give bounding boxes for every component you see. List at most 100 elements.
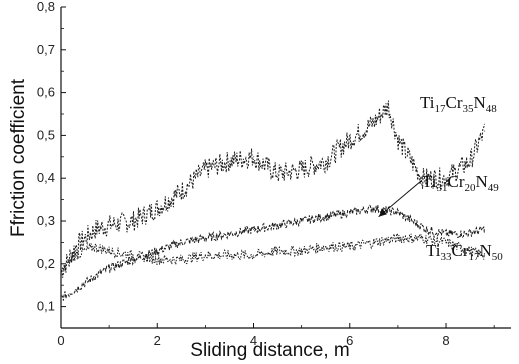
series-1-point <box>252 228 255 231</box>
y-tick-label: 0,3 <box>37 213 55 228</box>
series-0-point <box>74 246 77 248</box>
label-element: Cr <box>448 172 465 191</box>
series-1-point <box>301 220 303 222</box>
label-subscript: 31 <box>437 182 448 194</box>
series-line-1 <box>60 204 485 301</box>
label-subscript: 20 <box>465 182 477 194</box>
series-2-point <box>445 241 447 243</box>
label-subscript: 17 <box>469 251 481 263</box>
series-2-point <box>483 254 486 256</box>
label-element: Cr <box>452 241 469 260</box>
series-0-point <box>387 104 389 107</box>
label-subscript: 17 <box>435 103 447 115</box>
series-2 <box>60 232 486 273</box>
x-tick-label: 8 <box>442 333 449 348</box>
arrow-shaft <box>378 180 422 218</box>
series-1 <box>60 204 486 301</box>
series-0-point <box>204 169 206 171</box>
series-0-point <box>445 177 447 179</box>
series-1-point <box>483 228 486 231</box>
series-0-point <box>252 156 255 158</box>
series-1-point <box>204 237 206 239</box>
label-subscript: 35 <box>463 103 475 115</box>
series-0-point <box>483 130 486 132</box>
series-2-point <box>325 246 327 248</box>
series-1-point <box>228 233 231 235</box>
series-0-point <box>301 169 303 171</box>
series-2-point <box>204 254 206 256</box>
series-1-point <box>180 241 182 243</box>
series-1-point <box>276 224 279 226</box>
series-0-point <box>228 160 231 162</box>
x-tick-label: 6 <box>346 333 353 348</box>
series-0-point <box>349 139 351 141</box>
series-line-0 <box>60 100 485 278</box>
series-label-2: Ti33Cr17N50 <box>426 241 503 263</box>
series-label-1: Ti31Cr20N49 <box>422 172 499 194</box>
series-0-point <box>421 177 423 179</box>
label-element: Ti <box>422 172 437 191</box>
series-0-point <box>132 220 134 222</box>
series-2-point <box>421 237 423 239</box>
series-1-point <box>411 220 413 222</box>
series-2-point <box>108 250 110 252</box>
series-0-point <box>469 160 471 162</box>
y-tick-label: 0,5 <box>37 127 55 142</box>
series-1-point <box>397 211 399 214</box>
axes: 0,1 0,2 0,3 0,4 0,5 0,6 0,7 0,8 0 2 4 6 8 <box>37 0 511 348</box>
series-0 <box>60 100 486 278</box>
series-1-point <box>445 233 447 235</box>
series-2-point <box>301 250 303 252</box>
series-2-point <box>94 246 96 248</box>
y-tick-label: 0,6 <box>37 85 55 100</box>
series-2-point <box>60 271 62 273</box>
x-tick-label: 4 <box>250 333 257 348</box>
y-axis-label-group: Ffriction coefficient <box>8 78 29 237</box>
x-tick-label: 0 <box>57 333 64 348</box>
series-2-point <box>349 246 351 248</box>
label-element: N <box>474 93 486 112</box>
y-tick-label: 0,2 <box>37 256 55 271</box>
series-0-point <box>276 173 279 175</box>
series-2-point <box>180 258 182 261</box>
series-2-point <box>373 241 375 243</box>
series-0-point <box>180 190 182 192</box>
series-1-point <box>108 267 110 269</box>
y-tick-label: 0,4 <box>37 170 55 185</box>
x-axis-label: Sliding distance, m <box>190 340 349 361</box>
series-layer <box>60 100 486 301</box>
series-1-point <box>60 297 62 299</box>
series-0-point <box>373 121 375 124</box>
series-2-point <box>252 254 255 256</box>
arrow-head <box>378 208 388 217</box>
label-element: Ti <box>426 241 441 260</box>
label-element: N <box>480 241 492 260</box>
series-0-point <box>94 228 96 231</box>
label-subscript: 49 <box>488 182 500 194</box>
series-1-point <box>325 216 327 218</box>
series-0-point <box>397 139 399 141</box>
label-element: N <box>476 172 488 191</box>
series-1-point <box>464 233 466 235</box>
series-2-point <box>132 254 134 256</box>
label-element: Ti <box>420 93 435 112</box>
y-axis-label: Ffriction coefficient <box>8 78 29 237</box>
series-line-2 <box>60 232 485 273</box>
series-2-point <box>156 258 158 261</box>
series-2-point <box>469 250 471 252</box>
label-subscript: 48 <box>486 103 498 115</box>
series-1-point <box>132 258 134 261</box>
series-0-point <box>108 224 110 226</box>
series-1-point <box>426 228 428 231</box>
label-arrow <box>378 180 422 218</box>
series-2-point <box>276 250 279 252</box>
series-label-0: Ti17Cr35N48 <box>420 93 497 115</box>
x-tick-label: 2 <box>154 333 161 348</box>
label-subscript: 33 <box>441 251 453 263</box>
series-0-point <box>325 160 327 162</box>
series-1-point <box>349 211 351 214</box>
y-tick-label: 0,1 <box>37 299 55 314</box>
series-1-point <box>373 207 375 209</box>
